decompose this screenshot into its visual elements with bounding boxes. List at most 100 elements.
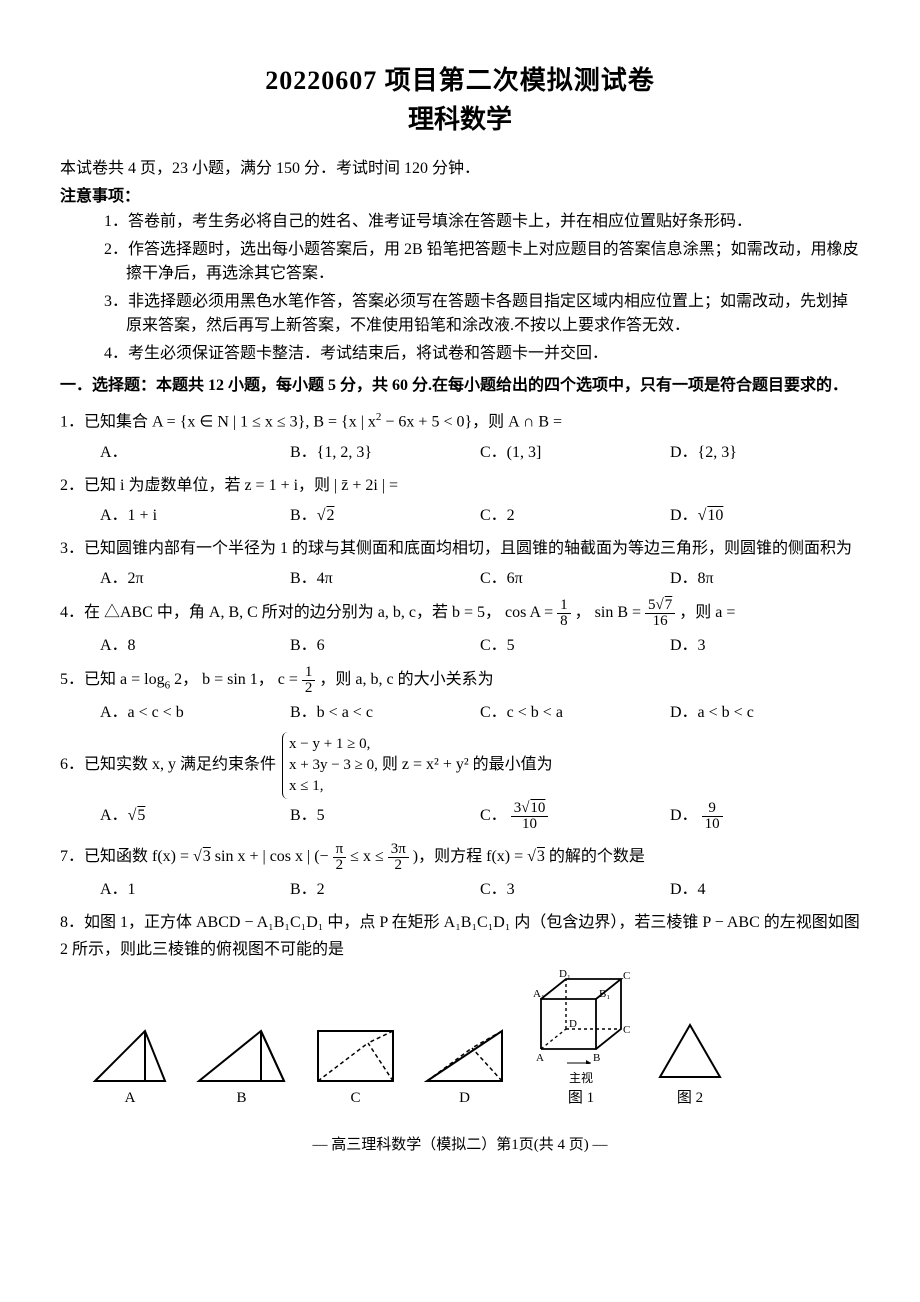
q6-stem-b: 则 z = x² + y² 的最小值为 [382, 756, 553, 773]
q7-stem-d: )，则方程 f(x) = [413, 848, 527, 865]
svg-text:C: C [623, 1024, 630, 1036]
question-1: 1．已知集合 A = {x ∈ N | 1 ≤ x ≤ 3}, B = {x |… [60, 408, 860, 436]
title-line-2: 理科数学 [60, 99, 860, 136]
svg-text:A₁: A₁ [533, 988, 545, 1000]
q5-options: A．a < c < b B．b < a < c C．c < b < a D．a … [60, 698, 860, 722]
frac-den: 10 [702, 817, 723, 832]
fraction: π2 [333, 842, 347, 873]
notice-list: 1．答卷前，考生务必将自己的姓名、准考证号填涂在答题卡上，并在相应位置贴好条形码… [104, 210, 860, 366]
q3-opt-d: D．8π [670, 564, 860, 588]
q6-opt-c: C． 3√10 10 [480, 801, 670, 832]
opt-pre: A． [100, 807, 128, 824]
exam-page: 20220607 项目第二次模拟测试卷 理科数学 本试卷共 4 页，23 小题，… [0, 0, 920, 1302]
constraint-1: x − y + 1 ≥ 0, [289, 734, 378, 755]
sqrt-val: 10 [706, 507, 723, 524]
frac-num: 1 [302, 665, 316, 681]
opt-pre: D． [670, 807, 698, 824]
q5-opt-b: B．b < a < c [290, 698, 480, 722]
q8-fig-tri2: 图 2 [655, 1019, 725, 1107]
notice-item: 1．答卷前，考生务必将自己的姓名、准考证号填涂在答题卡上，并在相应位置贴好条形码… [104, 210, 860, 234]
num-pre: 5 [648, 597, 656, 613]
sqrt-val: 10 [529, 800, 545, 816]
triangle-eq-icon [655, 1019, 725, 1081]
fig-label: B [194, 1090, 289, 1107]
question-3: 3．已知圆锥内部有一个半径为 1 的球与其侧面和底面均相切，且圆锥的轴截面为等边… [60, 535, 860, 562]
frac-num: 5√7 [645, 598, 675, 614]
triangle-b-icon [194, 1023, 289, 1085]
frac-den: 2 [302, 681, 316, 696]
q1-opt-d: D．{2, 3} [670, 438, 860, 462]
q7-stem-b: sin x + | cos x | (− [211, 848, 333, 865]
q5-opt-d: D．a < b < c [670, 698, 860, 722]
fraction: 5√7 16 [645, 598, 675, 629]
fig-label: A [90, 1090, 170, 1107]
q5-opt-a: A．a < c < b [100, 698, 290, 722]
q3-opt-c: C．6π [480, 564, 670, 588]
q5-stem-b: 2， b = sin 1， c = [170, 671, 302, 688]
q4-opt-d: D．3 [670, 631, 860, 655]
q6-stem-a: 6．已知实数 x, y 满足约束条件 [60, 756, 280, 773]
q3-options: A．2π B．4π C．6π D．8π [60, 564, 860, 588]
constraint-2: x + 3y − 3 ≥ 0, [289, 755, 378, 776]
fig-caption: 图 2 [655, 1086, 725, 1107]
frac-den: 16 [645, 614, 675, 629]
q8-fig-d: D [422, 1023, 507, 1107]
fraction: 12 [302, 665, 316, 696]
q4-stem-c: ，则 a = [679, 604, 735, 621]
frac-num: 9 [702, 801, 723, 817]
q4-opt-c: C．5 [480, 631, 670, 655]
constraint-brace: x − y + 1 ≥ 0, x + 3y − 3 ≥ 0, x ≤ 1, [282, 732, 378, 799]
q2-opt-b: B．√2 [290, 501, 480, 525]
q4-opt-b: B．6 [290, 631, 480, 655]
opt-pre: C． [480, 807, 507, 824]
q8-fig-a: A [90, 1023, 170, 1107]
q2-opt-a: A．1 + i [100, 501, 290, 525]
page-footer: — 高三理科数学（模拟二）第1页(共 4 页) — [60, 1133, 860, 1154]
fraction: 910 [702, 801, 723, 832]
question-5: 5．已知 a = log6 2， b = sin 1， c = 12 ，则 a,… [60, 665, 860, 696]
q2-b-pre: B． [290, 507, 317, 524]
question-8: 8．如图 1，正方体 ABCD − A₁B₁C₁D₁ 中，点 P 在矩形 A₁B… [60, 909, 860, 963]
question-4: 4．在 △ABC 中，角 A, B, C 所对的边分别为 a, b, c，若 b… [60, 598, 860, 629]
fig-caption: 图 1 [531, 1086, 631, 1107]
sqrt-sign: √ [656, 597, 664, 613]
q7-options: A．1 B．2 C．3 D．4 [60, 875, 860, 899]
q8-fig-c: C [313, 1023, 398, 1107]
q7-stem-e: 的解的个数是 [545, 848, 645, 865]
frac-den: 2 [333, 858, 347, 873]
q8-fig-cube: A B C D A₁ B₁ C₁ D₁ 主视 图 1 [531, 969, 631, 1107]
question-7: 7．已知函数 f(x) = √ 3 sin x + | cos x | (− π2… [60, 842, 860, 873]
q6-opt-a: A．√5 [100, 801, 290, 832]
q2-opt-c: C．2 [480, 501, 670, 525]
q1-stem-a: 1．已知集合 A = {x ∈ N | 1 ≤ x ≤ 3}, B = {x |… [60, 413, 376, 430]
sqrt-sign: √ [193, 848, 202, 865]
frac-den: 8 [557, 614, 571, 629]
frac-num: 3√10 [511, 801, 549, 817]
frac-num: π [333, 842, 347, 858]
notice-item: 3．非选择题必须用黑色水笔作答，答案必须写在答题卡各题目指定区域内相应位置上；如… [104, 290, 860, 338]
notice-item: 4．考生必须保证答题卡整洁．考试结束后，将试卷和答题卡一并交回． [104, 342, 860, 366]
svg-text:B₁: B₁ [599, 988, 610, 1000]
triangle-c-icon [313, 1023, 398, 1085]
q7-stem-a: 7．已知函数 f(x) = [60, 848, 193, 865]
q1-opt-b: B．{1, 2, 3} [290, 438, 480, 462]
fig-label: C [313, 1090, 398, 1107]
title-line-1: 20220607 项目第二次模拟测试卷 [60, 60, 860, 97]
q4-stem-b: ， sin B = [575, 604, 645, 621]
q7-opt-c: C．3 [480, 875, 670, 899]
frac-num: 3π [388, 842, 409, 858]
q5-stem-a: 5．已知 a = log [60, 671, 165, 688]
q4-options: A．8 B．6 C．5 D．3 [60, 631, 860, 655]
sqrt-val: 7 [664, 597, 673, 613]
sqrt-val: 3 [536, 848, 545, 865]
sqrt-val: 2 [325, 507, 334, 524]
svg-text:C₁: C₁ [623, 970, 631, 982]
q3-opt-a: A．2π [100, 564, 290, 588]
q3-opt-b: B．4π [290, 564, 480, 588]
q5-stem-c: ，则 a, b, c 的大小关系为 [319, 671, 493, 688]
q8-figures: A B C D [90, 969, 860, 1107]
section-1-header: 一．选择题：本题共 12 小题，每小题 5 分，共 60 分.在每小题给出的四个… [60, 374, 860, 398]
q1-options: A． B．{1, 2, 3} C．(1, 3] D．{2, 3} [60, 438, 860, 462]
q5-opt-c: C．c < b < a [480, 698, 670, 722]
q1-stem-b: − 6x + 5 < 0}，则 A ∩ B = [381, 413, 562, 430]
